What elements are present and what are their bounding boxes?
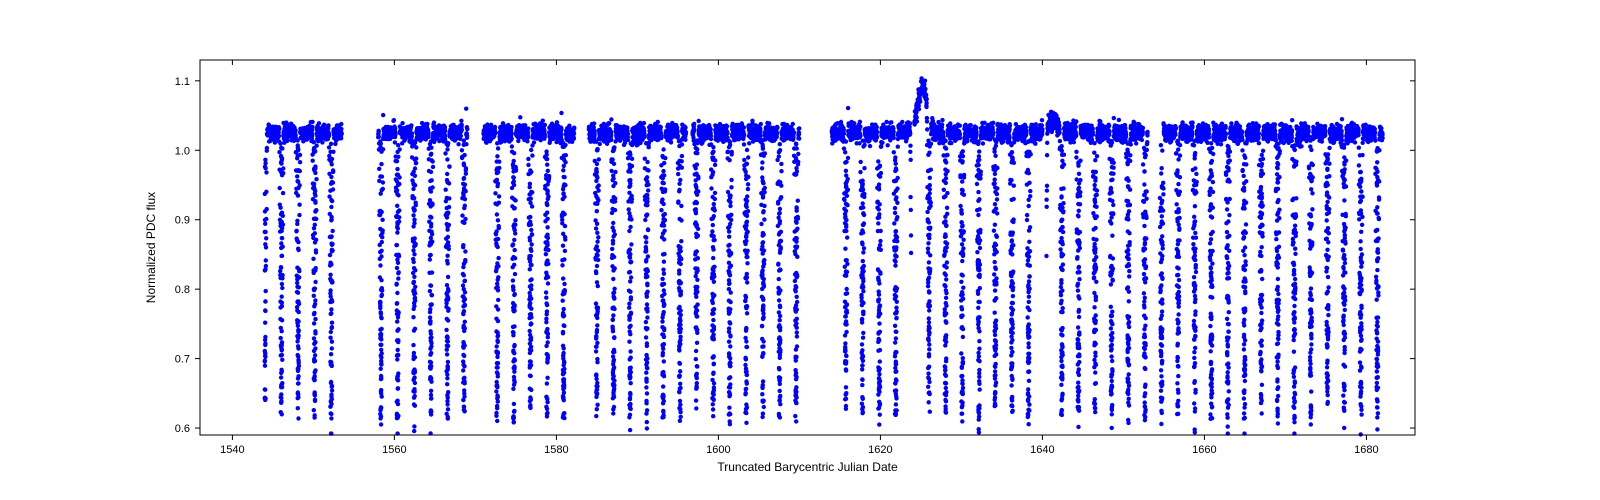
light-curve-chart: 1540 1560 1580 1600 1620 1640 1660 1680 0.6 0.7 0.…	[0, 0, 1600, 500]
xtick-label: 1680	[1354, 444, 1378, 456]
xtick-label: 1640	[1030, 444, 1054, 456]
ytick-label: 0.9	[175, 215, 190, 227]
xtick-label: 1540	[220, 444, 244, 456]
ytick-label: 1.0	[175, 145, 190, 157]
y-axis-label: Normalized PDC flux	[144, 192, 158, 303]
ytick-label: 0.6	[175, 423, 190, 435]
data-points	[263, 76, 1385, 436]
ytick-label: 1.1	[175, 76, 190, 88]
xtick-label: 1660	[1192, 444, 1216, 456]
ytick-label: 0.8	[175, 284, 190, 296]
xtick-label: 1580	[544, 444, 568, 456]
x-axis-label: Truncated Barycentric Julian Date	[717, 460, 898, 474]
xtick-label: 1620	[868, 444, 892, 456]
xtick-label: 1600	[706, 444, 730, 456]
ytick-label: 0.7	[175, 354, 190, 366]
xtick-label: 1560	[382, 444, 406, 456]
